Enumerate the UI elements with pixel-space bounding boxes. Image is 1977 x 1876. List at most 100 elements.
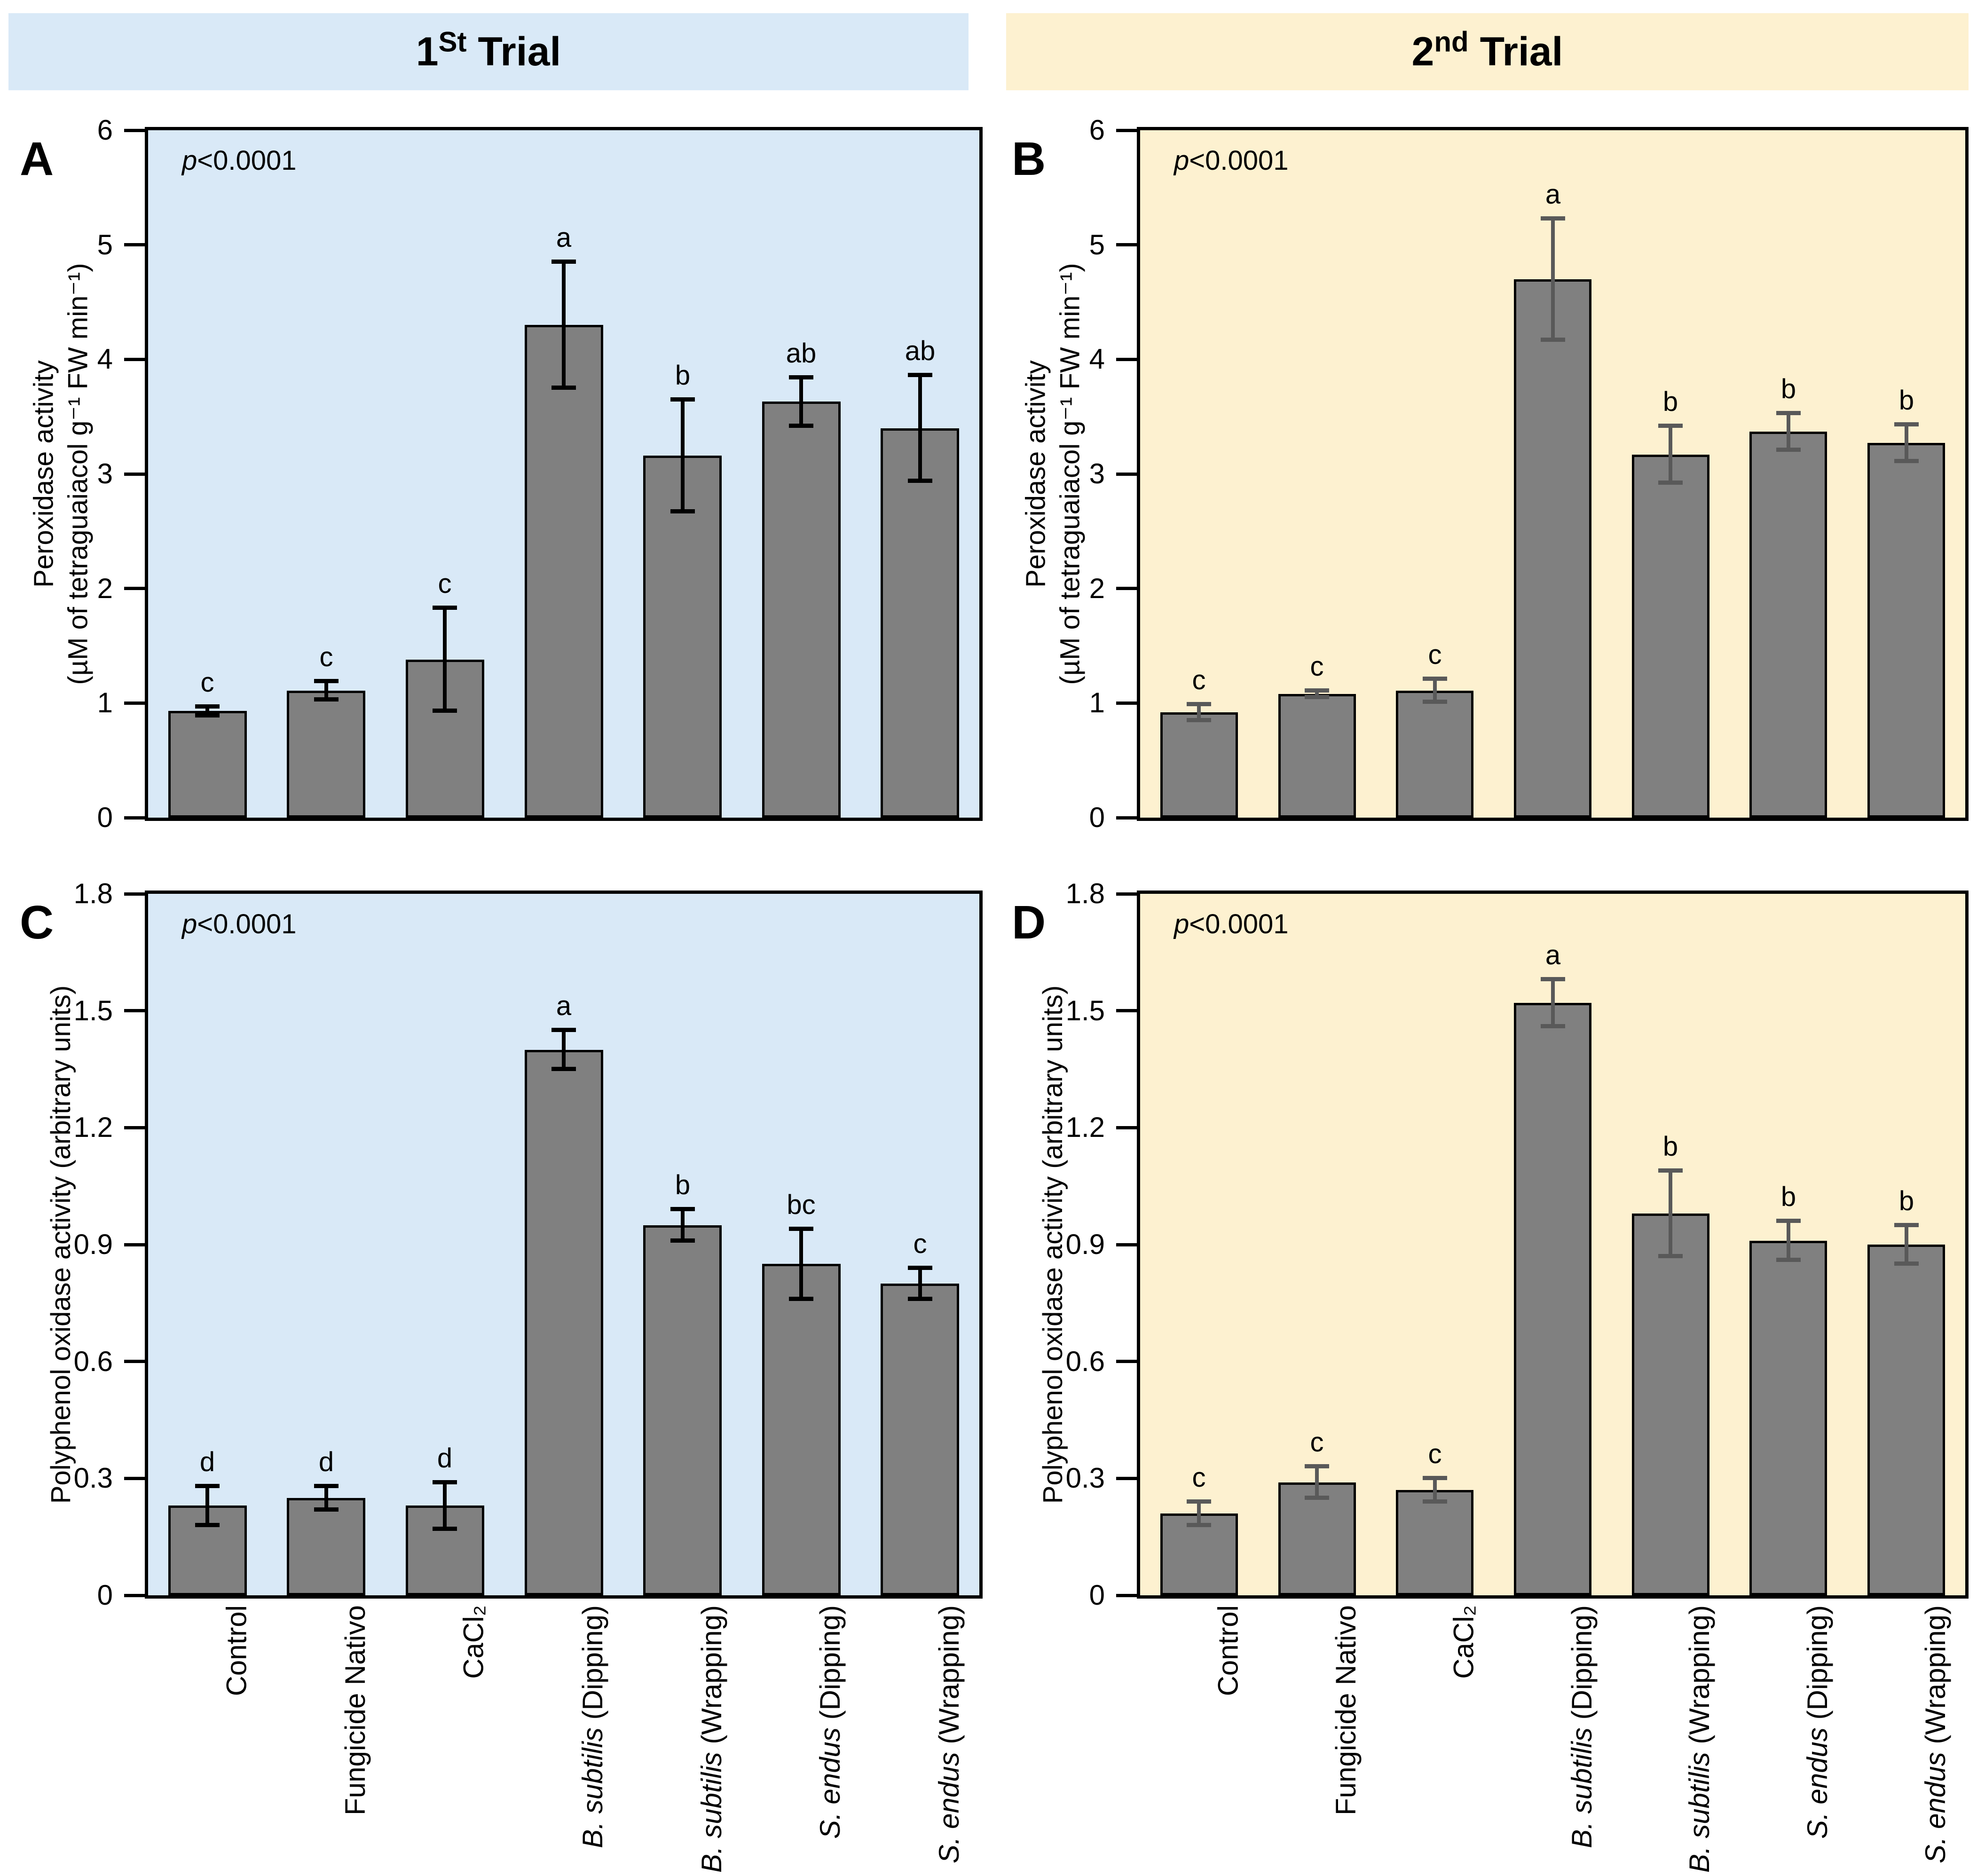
error-bar-whisker xyxy=(443,608,447,711)
x-axis-label: S. endus (Dipping) xyxy=(1802,1605,1833,1839)
x-axis-label: Control xyxy=(221,1605,252,1696)
y-axis-tick xyxy=(1116,243,1137,246)
y-axis-tick xyxy=(1116,587,1137,590)
y-axis-tick xyxy=(124,1594,145,1597)
bar-B. subtilis (Dipping) xyxy=(525,325,603,818)
error-bar-whisker xyxy=(918,376,922,481)
significance-letter: c xyxy=(200,667,214,698)
error-bar-cap-top xyxy=(670,1207,695,1211)
significance-letter: b xyxy=(1898,385,1914,416)
bar-B. subtilis (Dipping) xyxy=(525,1050,603,1595)
y-axis-tick xyxy=(124,473,145,476)
error-bar-cap-top xyxy=(1776,1219,1801,1223)
panel-letter-A: A xyxy=(20,133,54,185)
bar-Fungicide Nativo xyxy=(1278,694,1356,818)
x-label-text: CaCl₂ xyxy=(1448,1605,1480,1679)
x-axis-label: B. subtilis (Dipping) xyxy=(1566,1605,1598,1848)
error-bar-cap-top xyxy=(1187,1499,1211,1504)
y-axis-tick xyxy=(124,892,145,896)
bar-S. endus (Wrapping) xyxy=(881,428,959,818)
significance-letter: b xyxy=(1662,386,1678,417)
p-value-text: <0.0001 xyxy=(1189,909,1289,939)
error-bar-whisker xyxy=(1433,1478,1437,1502)
significance-letter: ab xyxy=(786,338,817,369)
error-bar-whisker xyxy=(205,707,209,716)
y-axis-tick xyxy=(124,1360,145,1363)
error-bar-cap-bottom xyxy=(789,1297,813,1301)
y-axis-tick xyxy=(1116,1477,1137,1480)
x-label-text: (Dipping) xyxy=(1566,1605,1598,1728)
x-axis-label: S. endus (Wrapping) xyxy=(1920,1605,1951,1863)
x-label-text: Fungicide Nativo xyxy=(1330,1605,1362,1815)
error-bar-cap-top xyxy=(1305,1464,1329,1468)
y-axis-tick xyxy=(124,1009,145,1012)
y-axis-tick xyxy=(124,129,145,132)
y-tick-label: 6 xyxy=(97,114,113,146)
error-bar-cap-top xyxy=(1541,977,1565,981)
error-bar-cap-top xyxy=(1776,411,1801,415)
significance-letter: bc xyxy=(787,1190,816,1220)
error-bar-whisker xyxy=(1787,1221,1790,1260)
bar-S. endus (Dipping) xyxy=(1749,1241,1827,1595)
x-axis-label: Control xyxy=(1212,1605,1244,1696)
error-bar-whisker xyxy=(1787,413,1790,450)
y-tick-label: 1.2 xyxy=(73,1111,113,1143)
bar-B. subtilis (Wrapping) xyxy=(643,1225,722,1595)
error-bar-whisker xyxy=(681,1210,685,1241)
y-axis-label-line: Polyphenol oxidase activity (arbitrary u… xyxy=(1037,985,1068,1504)
bar-CaCl₂ xyxy=(1396,1490,1473,1595)
p-value-symbol: p xyxy=(1174,909,1189,939)
significance-letter: a xyxy=(556,222,572,253)
y-tick-label: 0.6 xyxy=(1065,1346,1105,1377)
error-bar-cap-bottom xyxy=(908,1297,932,1301)
y-tick-label: 0.3 xyxy=(1065,1462,1105,1494)
error-bar-cap-bottom xyxy=(670,1238,695,1243)
error-bar-whisker xyxy=(918,1268,922,1299)
error-bar-cap-bottom xyxy=(908,479,932,483)
significance-letter: b xyxy=(675,1170,691,1200)
y-axis-tick xyxy=(1116,892,1137,896)
error-bar-whisker xyxy=(562,262,566,388)
error-bar-cap-bottom xyxy=(1423,700,1447,704)
y-tick-label: 1 xyxy=(1089,687,1105,718)
x-label-text: (Dipping) xyxy=(1802,1605,1833,1728)
significance-letter: d xyxy=(437,1443,453,1474)
error-bar-cap-top xyxy=(789,1227,813,1231)
significance-letter: a xyxy=(1545,940,1561,970)
significance-letter: d xyxy=(318,1447,334,1477)
x-label-text: (Wrapping) xyxy=(1920,1605,1951,1752)
error-bar-whisker xyxy=(799,378,803,426)
y-tick-label: 2 xyxy=(97,573,113,604)
panel-C-plot-area: p<0.0001 d d d a b bc c xyxy=(145,891,983,1599)
p-value-annotation: p<0.0001 xyxy=(182,911,297,938)
error-bar-cap-top xyxy=(1658,1168,1683,1173)
y-tick-label: 1.8 xyxy=(73,878,113,909)
significance-letter: c xyxy=(1192,1462,1206,1493)
y-axis-tick xyxy=(124,1243,145,1246)
error-bar-cap-bottom xyxy=(670,509,695,513)
error-bar-cap-top xyxy=(670,397,695,402)
y-axis-tick xyxy=(1116,816,1137,820)
x-label-text: Fungicide Nativo xyxy=(339,1605,371,1815)
error-bar-whisker xyxy=(1315,690,1319,697)
bar-S. endus (Wrapping) xyxy=(1867,1245,1945,1595)
error-bar-whisker xyxy=(324,1486,328,1510)
y-axis-label-line: Peroxidase activity xyxy=(28,360,59,588)
significance-letter: a xyxy=(556,991,572,1021)
p-value-symbol: p xyxy=(1174,145,1189,176)
error-bar-cap-bottom xyxy=(433,1527,457,1531)
p-value-annotation: p<0.0001 xyxy=(182,147,297,174)
significance-letter: c xyxy=(319,642,333,672)
y-axis-label: Polyphenol oxidase activity (arbitrary u… xyxy=(44,985,79,1504)
y-tick-label: 1.5 xyxy=(1065,995,1105,1026)
error-bar-cap-top xyxy=(1423,677,1447,681)
panel-letter-B: B xyxy=(1012,133,1046,185)
error-bar-whisker xyxy=(681,399,685,512)
x-label-text: (Wrapping) xyxy=(933,1605,965,1752)
y-tick-label: 0 xyxy=(1089,802,1105,833)
x-axis-label: B. subtilis (Wrapping) xyxy=(1684,1605,1715,1873)
error-bar-cap-bottom xyxy=(1894,459,1919,463)
error-bar-cap-bottom xyxy=(1305,1496,1329,1500)
y-axis-tick xyxy=(124,358,145,361)
error-bar-cap-bottom xyxy=(1187,718,1211,722)
